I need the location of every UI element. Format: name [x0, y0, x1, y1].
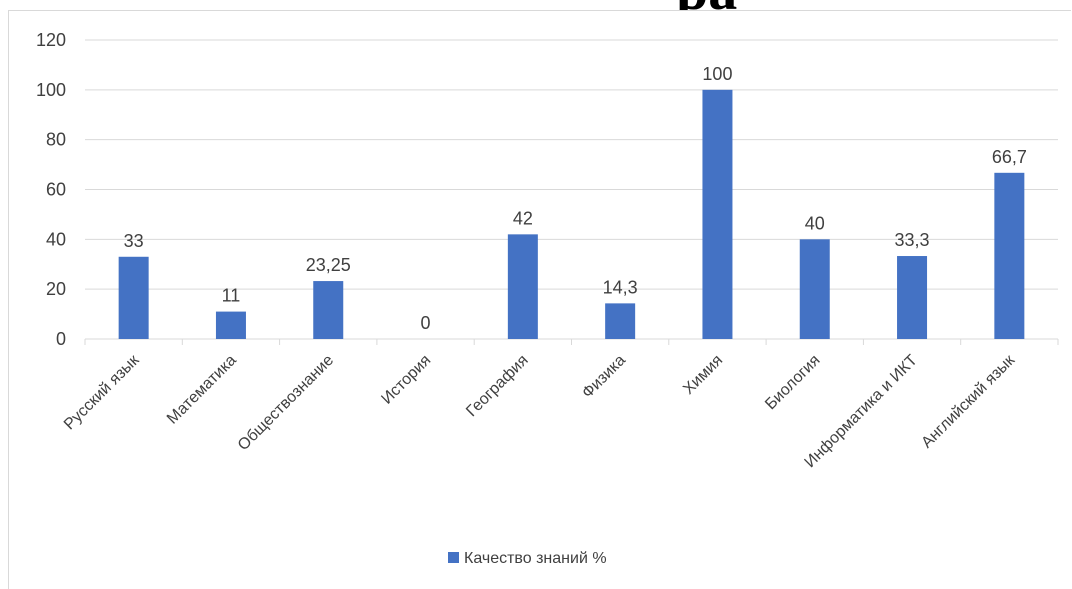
y-tick-label: 80	[46, 130, 66, 150]
category-label: Химия	[680, 352, 726, 398]
y-tick-label: 20	[46, 279, 66, 299]
y-tick-label: 60	[46, 180, 66, 200]
data-label: 0	[421, 313, 431, 333]
category-label: Математика	[164, 352, 240, 428]
bar	[118, 256, 149, 339]
data-label: 33,3	[895, 230, 930, 250]
legend-swatch	[448, 552, 459, 563]
data-label: 11	[222, 286, 241, 306]
data-label: 23,25	[306, 255, 351, 275]
category-label: Русский язык	[61, 351, 143, 433]
category-label: Биология	[762, 352, 823, 413]
category-label: Информатика и ИКТ	[802, 352, 922, 472]
y-tick-label: 100	[36, 80, 66, 100]
data-label: 42	[513, 208, 533, 228]
chart-title-fragment: ра	[676, 0, 816, 10]
data-label: 40	[805, 213, 825, 233]
y-tick-label: 120	[36, 30, 66, 50]
category-label: География	[463, 352, 531, 420]
category-label: История	[378, 352, 434, 408]
bar	[605, 303, 636, 339]
data-label: 14,3	[603, 277, 638, 297]
data-label: 100	[702, 64, 732, 84]
y-tick-label: 0	[56, 329, 66, 349]
chart-frame	[8, 10, 1071, 589]
legend-label: Качество знаний %	[464, 550, 607, 567]
bar	[897, 256, 928, 339]
bar	[313, 281, 344, 339]
data-label: 33	[124, 231, 144, 251]
bar	[994, 172, 1025, 339]
bar	[215, 311, 246, 339]
category-label: Английский язык	[918, 351, 1018, 451]
category-label: Обществознание	[235, 352, 337, 454]
bar	[799, 239, 830, 339]
y-tick-label: 40	[46, 229, 66, 249]
bar	[702, 89, 733, 339]
category-label: Физика	[579, 352, 629, 402]
data-label: 66,7	[992, 147, 1027, 167]
bar	[507, 234, 538, 339]
